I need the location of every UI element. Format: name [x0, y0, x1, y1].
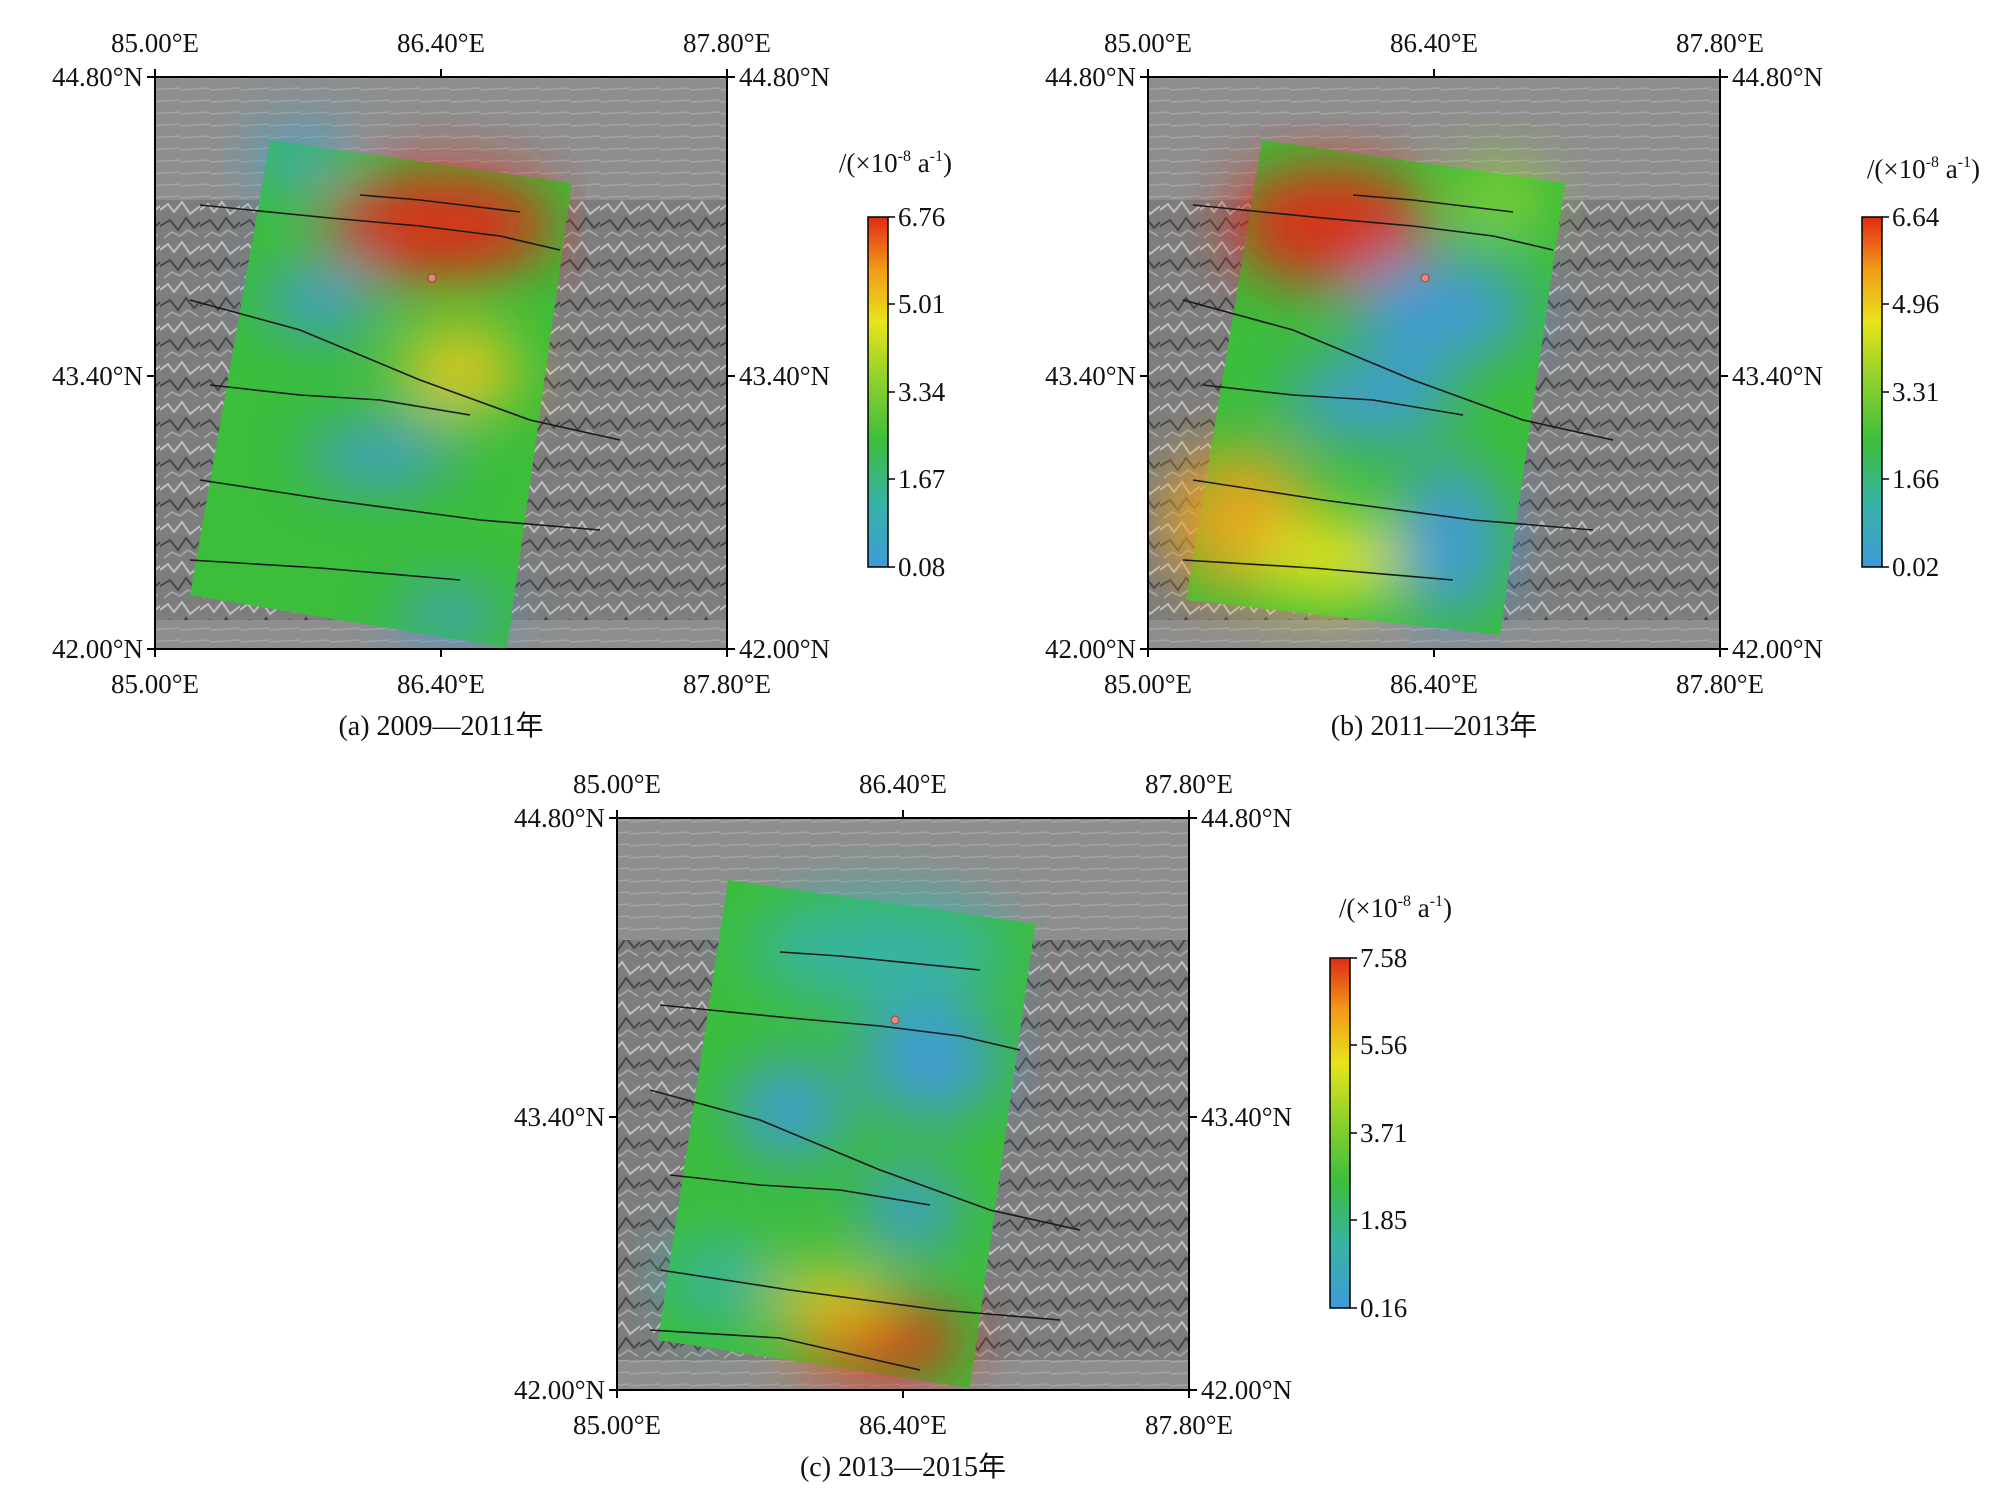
- map-panel-c: 85.00°E 86.40°E 87.80°E 85.00°E 86.40°E …: [514, 769, 1452, 1483]
- lat-label-left-mid-c: 43.40°N: [514, 1102, 605, 1132]
- lon-label-bottom-left-a: 85.00°E: [111, 669, 199, 699]
- lat-label-left-top-b: 44.80°N: [1045, 62, 1136, 92]
- colorbar-unit-c: /(×10-8 a-1): [1339, 893, 1452, 923]
- lat-label-right-mid-c: 43.40°N: [1201, 1102, 1292, 1132]
- lat-label-left-mid-a: 43.40°N: [52, 361, 143, 391]
- colorbar-tick-b-0: 6.64: [1892, 202, 1940, 232]
- lon-label-bottom-mid-c: 86.40°E: [859, 1410, 947, 1440]
- lat-label-left-top-a: 44.80°N: [52, 62, 143, 92]
- colorbar-tick-a-1: 5.01: [898, 289, 945, 319]
- lon-label-bottom-right-c: 87.80°E: [1145, 1410, 1233, 1440]
- lat-label-left-mid-b: 43.40°N: [1045, 361, 1136, 391]
- tick-marks-c: [609, 810, 1197, 1398]
- lon-label-bottom-left-c: 85.00°E: [573, 1410, 661, 1440]
- fault-lines-c: [649, 951, 1081, 1371]
- colorbar-tick-c-2: 3.71: [1360, 1118, 1407, 1148]
- lat-label-right-top-c: 44.80°N: [1201, 803, 1292, 833]
- colorbar-tick-a-3: 1.67: [898, 464, 945, 494]
- lat-label-right-bottom-c: 42.00°N: [1201, 1375, 1292, 1405]
- lat-label-left-top-c: 44.80°N: [514, 803, 605, 833]
- lon-label-top-right-a: 87.80°E: [683, 28, 771, 58]
- lon-label-top-left-b: 85.00°E: [1104, 28, 1192, 58]
- lon-label-top-mid-c: 86.40°E: [859, 769, 947, 799]
- map-panel-b: 85.00°E 86.40°E 87.80°E 85.00°E 86.40°E …: [1045, 28, 1980, 742]
- epicenter-marker-a: [427, 273, 437, 283]
- lat-label-right-top-b: 44.80°N: [1732, 62, 1823, 92]
- colorbar-a: /(×10-8 a-1) 6.76 5.01 3.34 1.67 0.08: [839, 148, 952, 582]
- colorbar-tick-a-0: 6.76: [898, 202, 945, 232]
- lat-label-left-bottom-b: 42.00°N: [1045, 634, 1136, 664]
- colorbar-unit-b: /(×10-8 a-1): [1867, 154, 1980, 184]
- colorbar-tick-c-4: 0.16: [1360, 1293, 1407, 1323]
- lat-label-right-bottom-b: 42.00°N: [1732, 634, 1823, 664]
- colorbar-tick-c-3: 1.85: [1360, 1205, 1407, 1235]
- colorbar-ramp-b: [1861, 216, 1883, 568]
- colorbar-tick-b-3: 1.66: [1892, 464, 1939, 494]
- strain-rate-field-b: [1165, 140, 1565, 635]
- strain-rate-field-c: [658, 880, 1035, 1388]
- caption-b: (b) 2011—2013年: [1331, 710, 1538, 742]
- colorbar-unit-a: /(×10-8 a-1): [839, 148, 952, 178]
- lon-label-top-right-b: 87.80°E: [1676, 28, 1764, 58]
- colorbar-tick-b-2: 3.31: [1892, 377, 1939, 407]
- lat-label-right-mid-a: 43.40°N: [739, 361, 830, 391]
- fault-lines-b: [1182, 194, 1614, 581]
- lon-label-bottom-left-b: 85.00°E: [1104, 669, 1192, 699]
- lon-label-bottom-right-a: 87.80°E: [683, 669, 771, 699]
- tick-marks-a: [147, 69, 735, 657]
- lon-label-top-left-c: 85.00°E: [573, 769, 661, 799]
- lat-label-left-bottom-a: 42.00°N: [52, 634, 143, 664]
- colorbar-tick-a-2: 3.34: [898, 377, 946, 407]
- lat-label-right-bottom-a: 42.00°N: [739, 634, 830, 664]
- colorbar-tick-c-0: 7.58: [1360, 943, 1407, 973]
- colorbar-tick-a-4: 0.08: [898, 552, 945, 582]
- map-panel-a: 85.00°E 86.40°E 87.80°E 85.00°E 86.40°E …: [52, 28, 952, 742]
- caption-a: (a) 2009—2011年: [338, 710, 543, 742]
- epicenter-marker-c: [890, 1015, 900, 1025]
- epicenter-marker-b: [1420, 273, 1430, 283]
- colorbar-tick-b-4: 0.02: [1892, 552, 1939, 582]
- colorbar-c: /(×10-8 a-1) 7.58 5.56 3.71 1.85 0.16: [1329, 893, 1452, 1323]
- fault-lines-a: [189, 194, 621, 581]
- colorbar-ramp-a: [867, 216, 889, 568]
- lon-label-top-left-a: 85.00°E: [111, 28, 199, 58]
- colorbar-tick-c-1: 5.56: [1360, 1030, 1407, 1060]
- lon-label-top-right-c: 87.80°E: [1145, 769, 1233, 799]
- caption-c: (c) 2013—2015年: [800, 1451, 1006, 1483]
- lon-label-bottom-right-b: 87.80°E: [1676, 669, 1764, 699]
- tick-marks-b: [1140, 69, 1728, 657]
- lon-label-top-mid-a: 86.40°E: [397, 28, 485, 58]
- colorbar-b: /(×10-8 a-1) 6.64 4.96 3.31 1.66 0.02: [1861, 154, 1980, 582]
- strain-rate-field-a: [190, 130, 572, 648]
- lat-label-right-mid-b: 43.40°N: [1732, 361, 1823, 391]
- lat-label-left-bottom-c: 42.00°N: [514, 1375, 605, 1405]
- lon-label-top-mid-b: 86.40°E: [1390, 28, 1478, 58]
- lat-label-right-top-a: 44.80°N: [739, 62, 830, 92]
- colorbar-ramp-c: [1329, 957, 1351, 1309]
- lon-label-bottom-mid-b: 86.40°E: [1390, 669, 1478, 699]
- colorbar-tick-b-1: 4.96: [1892, 289, 1939, 319]
- lon-label-bottom-mid-a: 86.40°E: [397, 669, 485, 699]
